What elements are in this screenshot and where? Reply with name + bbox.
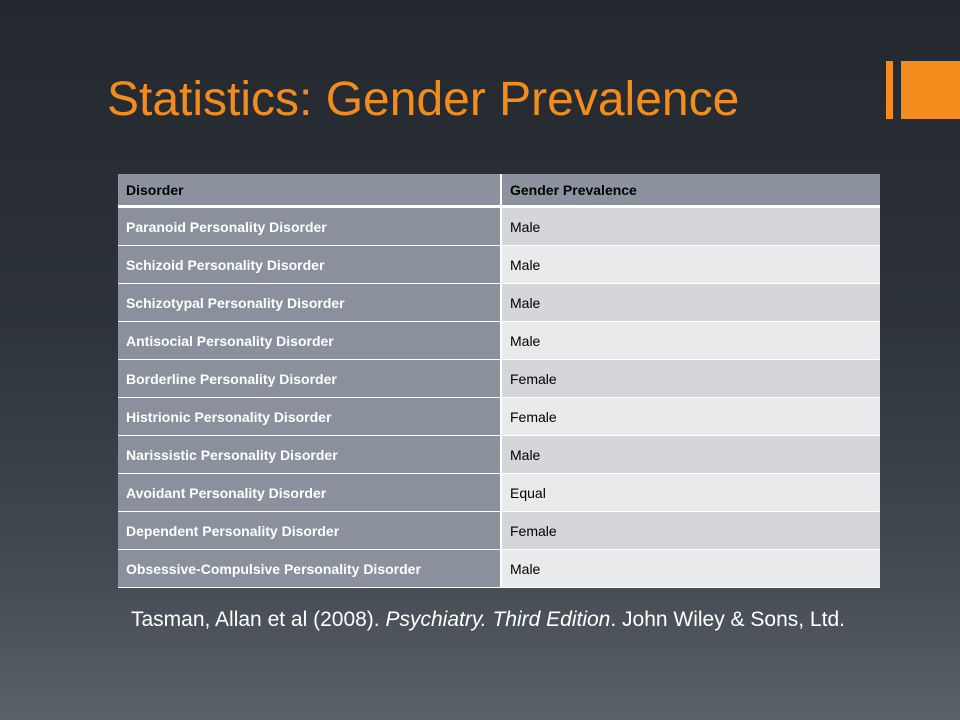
disorder-cell: Schizoid Personality Disorder (118, 246, 502, 284)
table-row: Schizoid Personality Disorder Male (118, 246, 880, 284)
table-row: Schizotypal Personality Disorder Male (118, 284, 880, 322)
prevalence-table: Disorder Gender Prevalence Paranoid Pers… (118, 174, 880, 588)
citation-publisher: . John Wiley & Sons, Ltd. (610, 608, 845, 631)
disorder-cell: Obsessive-Compulsive Personality Disorde… (118, 550, 502, 588)
prevalence-cell: Female (502, 512, 880, 550)
accent-bar (886, 61, 893, 119)
citation: Tasman, Allan et al (2008). Psychiatry. … (131, 605, 851, 635)
slide-title: Statistics: Gender Prevalence (107, 73, 740, 126)
disorder-cell: Histrionic Personality Disorder (118, 398, 502, 436)
header-disorder: Disorder (118, 174, 502, 208)
prevalence-cell: Equal (502, 474, 880, 512)
prevalence-cell: Male (502, 208, 880, 246)
disorder-cell: Antisocial Personality Disorder (118, 322, 502, 360)
disorder-cell: Paranoid Personality Disorder (118, 208, 502, 246)
table-row: Histrionic Personality Disorder Female (118, 398, 880, 436)
table-header-row: Disorder Gender Prevalence (118, 174, 880, 208)
citation-authors: Tasman, Allan et al (2008). (131, 608, 386, 631)
disorder-cell: Schizotypal Personality Disorder (118, 284, 502, 322)
header-gender-prevalence: Gender Prevalence (502, 174, 880, 208)
disorder-cell: Dependent Personality Disorder (118, 512, 502, 550)
table-row: Paranoid Personality Disorder Male (118, 208, 880, 246)
prevalence-cell: Male (502, 550, 880, 588)
accent-block (901, 61, 960, 119)
table-row: Dependent Personality Disorder Female (118, 512, 880, 550)
prevalence-cell: Female (502, 360, 880, 398)
table-row: Obsessive-Compulsive Personality Disorde… (118, 550, 880, 588)
disorder-cell: Borderline Personality Disorder (118, 360, 502, 398)
prevalence-cell: Male (502, 284, 880, 322)
disorder-cell: Narissistic Personality Disorder (118, 436, 502, 474)
table-row: Borderline Personality Disorder Female (118, 360, 880, 398)
disorder-cell: Avoidant Personality Disorder (118, 474, 502, 512)
citation-book-title: Psychiatry. Third Edition (385, 608, 611, 631)
prevalence-cell: Male (502, 246, 880, 284)
table-row: Narissistic Personality Disorder Male (118, 436, 880, 474)
prevalence-cell: Male (502, 436, 880, 474)
prevalence-cell: Female (502, 398, 880, 436)
table-row: Avoidant Personality Disorder Equal (118, 474, 880, 512)
prevalence-cell: Male (502, 322, 880, 360)
table-row: Antisocial Personality Disorder Male (118, 322, 880, 360)
